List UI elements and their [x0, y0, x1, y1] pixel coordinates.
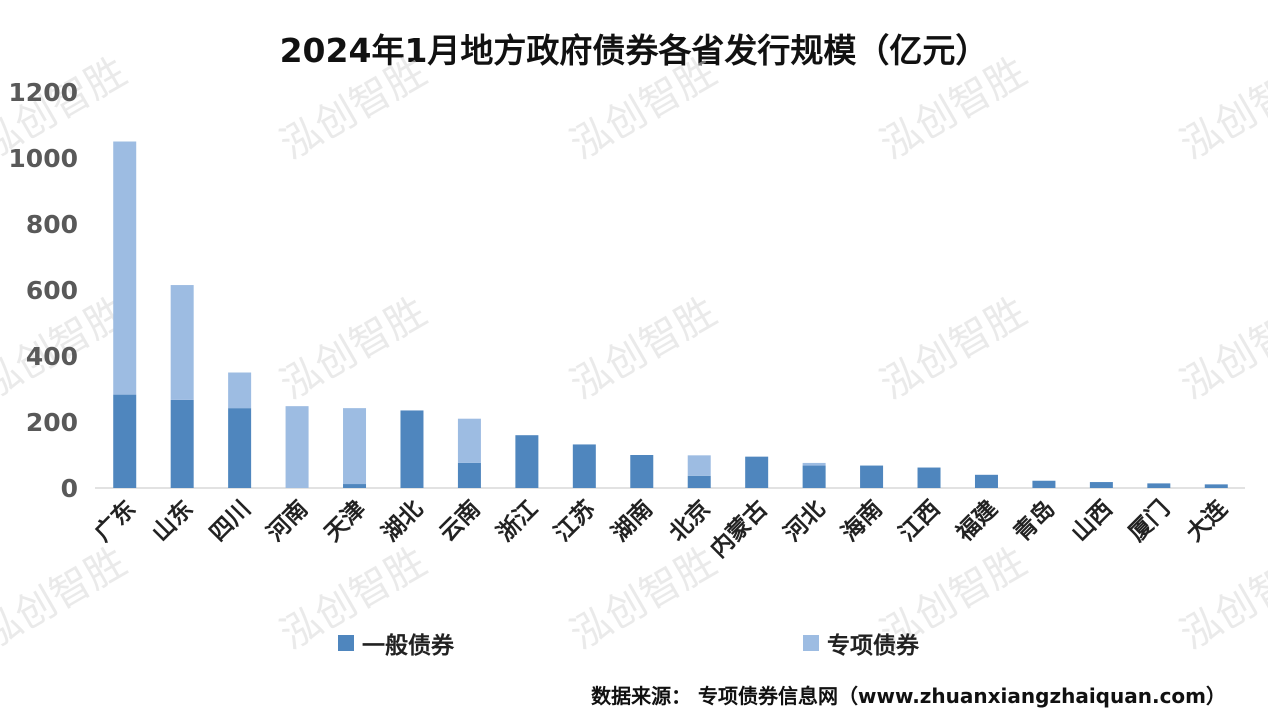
bar-general: [343, 484, 367, 488]
bar-special: [802, 462, 826, 466]
bar-special: [170, 285, 194, 400]
bar-general: [113, 394, 137, 488]
legend-swatch-general: [338, 635, 354, 651]
x-axis: 广东 山东 四川 河南 天津 湖北 云南 浙江 江苏 湖南 北京内蒙古 河北 海南 江西 福建 青岛 山西 厦门大…: [89, 494, 1233, 563]
bar-general: [1147, 483, 1171, 488]
watermark: 泓创智胜: [1173, 49, 1268, 169]
bar-special: [285, 406, 309, 488]
y-tick-label: 1200: [8, 78, 78, 107]
bar-special: [343, 408, 367, 485]
x-tick-label: 河北: [779, 496, 830, 547]
watermark: 泓创智胜: [1173, 539, 1268, 659]
bar-general: [630, 455, 654, 488]
watermark: 泓创智胜: [563, 49, 725, 169]
y-tick-label: 0: [61, 474, 78, 503]
bar-general: [457, 462, 481, 488]
legend-label-general: 一般债券: [362, 633, 454, 659]
bar-general: [745, 456, 769, 488]
legend-label-special: 专项债券: [827, 633, 919, 659]
x-tick-label: 湖北: [377, 496, 428, 547]
watermark: 泓创智胜: [1173, 289, 1268, 409]
bar-general: [802, 465, 826, 488]
x-tick-label: 浙江: [492, 496, 543, 547]
bars: [113, 141, 1228, 488]
data-source: 数据来源： 专项债券信息网（www.zhuanxiangzhaiquan.com…: [591, 684, 1226, 708]
watermark: 泓创智胜: [563, 289, 725, 409]
y-tick-label: 200: [26, 408, 78, 437]
legend-item-special: 专项债券: [803, 626, 919, 660]
bar-general: [515, 435, 539, 488]
bar-special: [113, 141, 137, 395]
watermark: 泓创智胜: [0, 539, 134, 659]
x-tick-label: 厦门: [1123, 495, 1175, 547]
x-tick-label: 山东: [147, 495, 199, 547]
bar-special: [228, 372, 252, 409]
chart-title: 2024年1月地方政府债券各省发行规模（亿元）: [279, 31, 989, 70]
bar-general: [1204, 484, 1228, 488]
bar-general: [1089, 482, 1113, 488]
y-tick-label: 1000: [8, 144, 78, 173]
y-tick-label: 400: [26, 342, 78, 371]
bar-special: [687, 455, 711, 476]
watermark: 泓创智胜: [273, 49, 435, 169]
watermark: 泓创智胜: [873, 49, 1035, 169]
bar-general: [974, 474, 998, 488]
x-tick-label: 福建: [951, 496, 1003, 548]
legend-item-general: 一般债券: [338, 626, 454, 660]
y-tick-label: 600: [26, 276, 78, 305]
x-tick-label: 内蒙古: [706, 496, 773, 563]
y-axis: 0 200 400 600 800 1000 1200: [8, 78, 78, 503]
x-tick-label: 云南: [435, 496, 486, 547]
x-tick-label: 四川: [205, 496, 256, 547]
bar-general: [400, 410, 424, 488]
x-tick-label: 天津: [319, 495, 371, 547]
watermark: 泓创智胜: [873, 289, 1035, 409]
legend-swatch-special: [803, 635, 819, 651]
x-tick-label: 河南: [262, 496, 313, 547]
x-tick-label: 大连: [1181, 494, 1233, 546]
bar-general: [687, 475, 711, 488]
x-tick-label: 北京: [664, 495, 716, 547]
x-tick-label: 海南: [836, 495, 888, 547]
bar-general: [917, 467, 941, 488]
x-tick-label: 青岛: [1009, 495, 1061, 547]
bar-special: [457, 418, 481, 463]
x-tick-label: 广东: [89, 495, 141, 547]
x-tick-label: 湖南: [607, 496, 658, 547]
y-tick-label: 800: [26, 210, 78, 239]
watermark: 泓创智胜: [273, 289, 435, 409]
x-tick-label: 江西: [894, 496, 945, 547]
bar-general: [1032, 480, 1056, 488]
x-tick-label: 山西: [1067, 496, 1118, 547]
watermark: 泓创智胜: [563, 539, 725, 659]
bar-general: [170, 399, 194, 488]
x-tick-label: 江苏: [550, 496, 601, 547]
bar-general: [572, 444, 596, 488]
bar-general: [228, 408, 252, 488]
bar-general: [860, 465, 884, 488]
